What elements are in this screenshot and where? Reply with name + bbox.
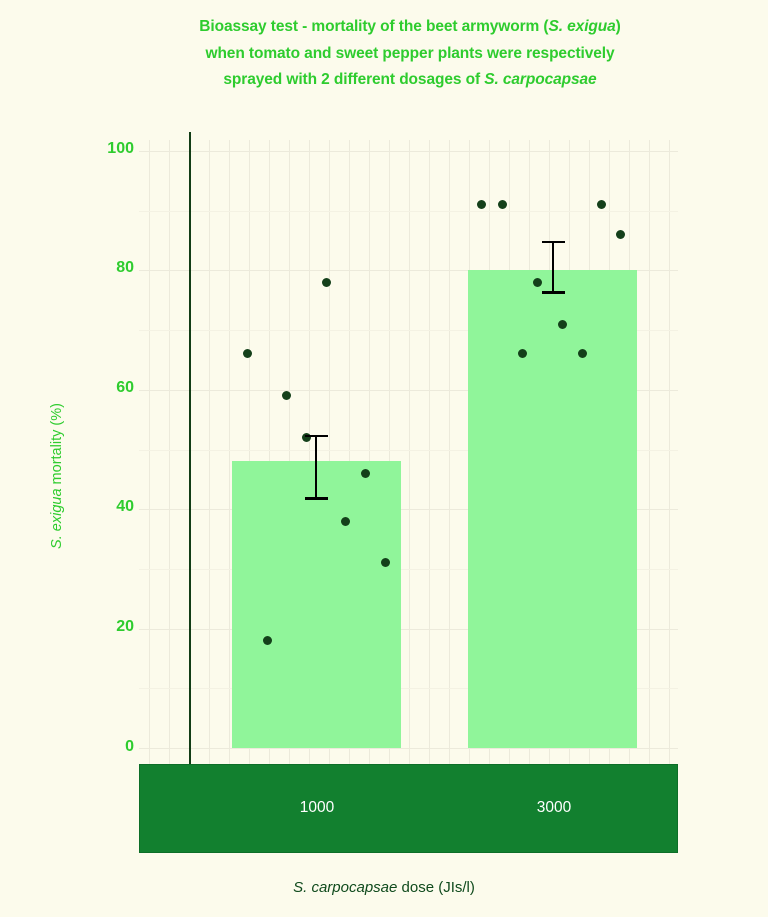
x-tick-label-1000: 1000 — [299, 799, 335, 816]
error-bar-cap-lower — [541, 291, 565, 294]
grid-line-horizontal-minor — [139, 330, 678, 331]
data-point — [360, 468, 370, 478]
grid-line-vertical — [269, 140, 270, 764]
bar-1000[interactable] — [232, 461, 401, 748]
grid-line-vertical — [209, 140, 210, 764]
x-axis-band: 1000 3000 — [139, 764, 678, 853]
x-axis-title: S. carpocapsae dose (JIs/l) — [293, 879, 475, 896]
error-bar-cap-lower — [304, 497, 328, 500]
bar-3000[interactable] — [468, 270, 637, 748]
y-axis-line — [189, 132, 191, 764]
grid-line-horizontal-minor — [139, 569, 678, 570]
grid-line-horizontal-minor — [139, 688, 678, 689]
grid-line-vertical — [369, 140, 370, 764]
y-tick-40: 40 — [116, 498, 134, 515]
y-axis-title: S. exigua mortality (%) — [49, 403, 65, 549]
grid-line-vertical — [309, 140, 310, 764]
y-tick-60: 60 — [116, 379, 134, 396]
data-point — [532, 277, 542, 287]
grid-line-horizontal — [139, 629, 678, 630]
grid-line-horizontal — [139, 151, 678, 152]
data-point — [262, 636, 272, 646]
error-bar-cap-upper — [304, 434, 328, 437]
chart-title-line-1: Bioassay test - mortality of the beet ar… — [199, 18, 621, 35]
grid-line-horizontal — [139, 509, 678, 510]
grid-line-vertical — [329, 140, 330, 764]
grid-line-vertical — [229, 140, 230, 764]
grid-line-vertical — [409, 140, 410, 764]
grid-line-vertical — [389, 140, 390, 764]
grid-line-horizontal — [139, 270, 678, 271]
error-bar-stem — [315, 434, 317, 498]
y-axis-tick-labels: 100 80 60 40 20 0 — [88, 0, 134, 917]
grid-line-vertical — [449, 140, 450, 764]
grid-line-horizontal-minor — [139, 450, 678, 451]
grid-line-horizontal-minor — [139, 211, 678, 212]
y-tick-80: 80 — [116, 259, 134, 276]
chart-title-line-2: when tomato and sweet pepper plants were… — [205, 44, 615, 62]
data-point — [596, 200, 606, 210]
data-point — [242, 349, 252, 359]
data-point — [497, 200, 507, 210]
chart-title: Bioassay test - mortality of the beet ar… — [110, 14, 710, 94]
x-tick-label-3000: 3000 — [536, 799, 572, 816]
grid-line-horizontal — [139, 390, 678, 391]
data-point — [577, 349, 587, 359]
data-point — [557, 319, 567, 329]
data-point — [281, 391, 291, 401]
plot-area — [139, 140, 678, 764]
data-point — [615, 230, 625, 240]
data-point — [321, 277, 331, 287]
grid-line-vertical — [649, 140, 650, 764]
data-point — [517, 349, 527, 359]
grid-line-vertical — [669, 140, 670, 764]
grid-line-vertical — [169, 140, 170, 764]
data-point — [301, 433, 311, 443]
y-tick-0: 0 — [125, 738, 134, 755]
y-tick-100: 100 — [107, 140, 134, 157]
grid-line-vertical — [429, 140, 430, 764]
grid-line-horizontal — [139, 748, 678, 749]
data-point — [476, 200, 486, 210]
data-point — [380, 558, 390, 568]
error-bar-cap-upper — [541, 240, 565, 243]
data-point — [340, 516, 350, 526]
grid-line-vertical — [349, 140, 350, 764]
grid-line-vertical — [289, 140, 290, 764]
error-bar-stem — [552, 240, 554, 292]
grid-line-vertical — [149, 140, 150, 764]
chart-title-line-3: sprayed with 2 different dosages of S. c… — [223, 71, 597, 88]
y-tick-20: 20 — [116, 618, 134, 635]
grid-line-vertical — [249, 140, 250, 764]
